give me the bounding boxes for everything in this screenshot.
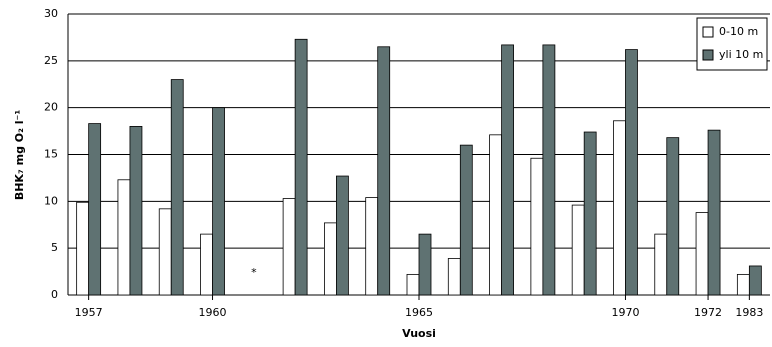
bar [530, 157, 544, 296]
bar [542, 44, 556, 296]
bar [129, 126, 143, 296]
bar [88, 123, 102, 296]
bar [707, 129, 721, 296]
bar [418, 233, 432, 296]
x-tick-label: 1983 [735, 306, 763, 319]
bar [76, 201, 90, 296]
bar [377, 46, 391, 296]
bar [736, 273, 750, 296]
bar [406, 273, 420, 296]
y-tick-label: 25 [44, 54, 58, 67]
bar [571, 204, 585, 296]
bar [282, 198, 296, 296]
bar [625, 49, 638, 296]
bar [695, 212, 709, 296]
legend-swatch [702, 49, 714, 61]
bar [212, 107, 225, 296]
bar [158, 208, 172, 296]
x-tick-label: 1965 [405, 306, 433, 319]
bar [748, 265, 762, 296]
annotation: * [251, 266, 257, 279]
bar [583, 131, 597, 296]
bar [294, 38, 308, 296]
y-tick-label: 5 [51, 241, 58, 254]
x-tick-label: 1970 [611, 306, 639, 319]
x-axis-label: Vuosi [402, 327, 436, 340]
y-tick-label: 10 [44, 194, 58, 207]
bar [200, 233, 213, 296]
bar [117, 179, 131, 296]
y-tick-label: 20 [44, 101, 58, 114]
x-tick-label: 1972 [694, 306, 722, 319]
bar [654, 233, 668, 296]
y-axis-label: BHK₇ mg O₂ l⁻¹ [13, 110, 26, 201]
bar [459, 144, 473, 296]
x-tick-label: 1960 [199, 306, 227, 319]
x-tick-label: 1957 [75, 306, 103, 319]
bar [170, 79, 184, 296]
bar [666, 137, 680, 296]
bar [489, 134, 502, 296]
y-tick-label: 0 [51, 288, 58, 301]
bar [447, 258, 461, 296]
bar [613, 120, 626, 296]
y-tick-label: 15 [44, 148, 58, 161]
bar [336, 175, 349, 296]
legend-label: 0-10 m [719, 25, 758, 38]
y-tick-label: 30 [44, 7, 58, 20]
legend-swatch [702, 26, 714, 38]
bar [501, 44, 514, 296]
legend-label: yli 10 m [719, 48, 763, 61]
bar [365, 197, 379, 296]
bar [324, 222, 337, 296]
